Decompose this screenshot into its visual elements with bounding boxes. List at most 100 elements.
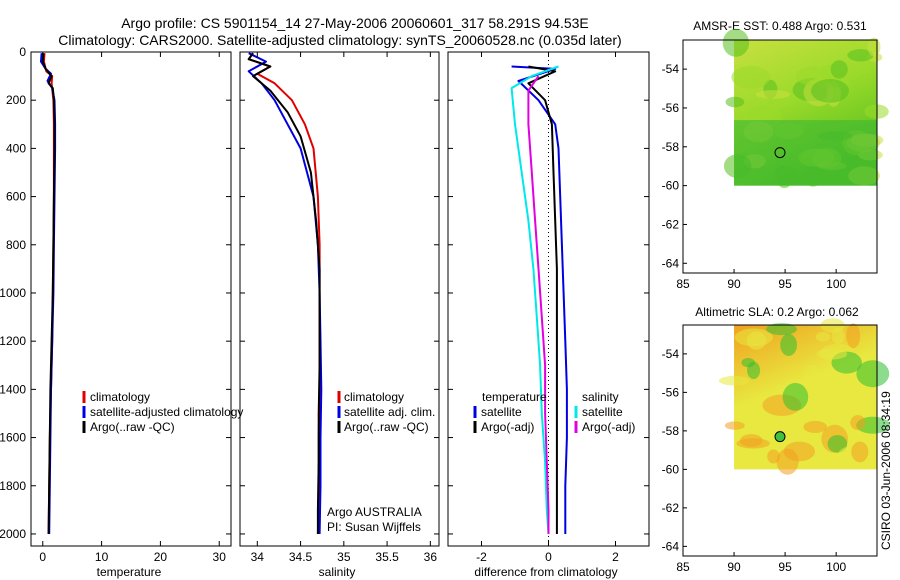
sla-field-blob bbox=[718, 375, 750, 386]
sla-map-title: Altimetric SLA: 0.2 Argo: 0.062 bbox=[695, 305, 859, 319]
sal-xtick-label: 36 bbox=[424, 550, 438, 564]
sla-field-blob bbox=[780, 333, 797, 356]
diff-xtick-label: -2 bbox=[476, 550, 487, 564]
temperature-xlabel: temperature bbox=[97, 565, 162, 579]
legend-label-climatology: climatology bbox=[344, 390, 404, 404]
depth-tick-label: 1200 bbox=[0, 334, 26, 348]
sla-profile-marker bbox=[774, 431, 786, 443]
legend-header-temperature: temperature bbox=[482, 390, 547, 404]
sal-series-0 bbox=[247, 52, 321, 535]
sst-ytick-label: -64 bbox=[662, 256, 680, 270]
sal-xtick-label: 34 bbox=[251, 550, 265, 564]
title-line-1: Argo profile: CS 5901154_14 27-May-2006 … bbox=[121, 15, 589, 31]
depth-tick-label: 800 bbox=[6, 238, 26, 252]
difference-legend: temperature satellite Argo(-adj) salinit… bbox=[473, 390, 635, 434]
pi-label: PI: Susan Wijffels bbox=[327, 520, 421, 534]
temperature-panel: 0 10 20 30 0 200 400 600 800 1000 1200 1400 1600 1800… bbox=[0, 45, 243, 579]
sst-ytick-label: -54 bbox=[662, 62, 680, 76]
sla-field-blob bbox=[827, 435, 848, 453]
depth-tick-label: 200 bbox=[6, 93, 26, 107]
sla-field-blob bbox=[856, 360, 890, 388]
sla-xtick-label: 85 bbox=[676, 560, 690, 574]
sla-field-blob bbox=[816, 348, 848, 360]
sla-ytick-label: -60 bbox=[662, 462, 680, 476]
temp-xtick-label: 20 bbox=[154, 550, 168, 564]
sst-field-blob bbox=[755, 90, 791, 99]
legend-label-satellite: satellite adj. clim. bbox=[344, 405, 435, 419]
temp-series-2 bbox=[41, 53, 56, 535]
sst-field-blob bbox=[722, 28, 750, 57]
depth-tick-label: 2000 bbox=[0, 527, 26, 541]
diff-xtick-label: 0 bbox=[545, 550, 552, 564]
sla-field-blob bbox=[736, 438, 770, 449]
depth-tick-label: 1600 bbox=[0, 431, 26, 445]
sst-xtick-label: 100 bbox=[826, 277, 846, 291]
legend-label-satellite: satellite-adjusted climatology bbox=[90, 405, 243, 419]
diff-series-3 bbox=[527, 75, 550, 534]
salinity-legend: climatology satellite adj. clim. Argo(..… bbox=[337, 390, 435, 434]
sst-field-blob bbox=[847, 49, 874, 62]
sst-ytick-label: -58 bbox=[662, 140, 680, 154]
sla-ytick-label: -56 bbox=[662, 385, 680, 399]
depth-tick-label: 1400 bbox=[0, 382, 26, 396]
sla-field-blob bbox=[767, 449, 780, 464]
sla-field-blob bbox=[766, 323, 797, 336]
sla-field-blob bbox=[776, 448, 799, 475]
sst-xtick-label: 95 bbox=[778, 277, 792, 291]
sst-xtick-label: 90 bbox=[727, 277, 741, 291]
temp-axes-frame bbox=[30, 51, 232, 547]
sla-xtick-label: 95 bbox=[778, 560, 792, 574]
sla-field-blob bbox=[825, 398, 843, 420]
depth-tick-label: 1000 bbox=[0, 286, 26, 300]
sla-field-blob bbox=[850, 415, 866, 431]
depth-tick-label: 1800 bbox=[0, 479, 26, 493]
difference-panel: -2 0 2 difference from climatology tempera… bbox=[447, 51, 650, 579]
temp-xtick-label: 0 bbox=[39, 550, 46, 564]
sla-field-blob bbox=[734, 328, 773, 347]
sla-field-blob bbox=[803, 420, 827, 433]
diff-axes-frame bbox=[447, 51, 650, 547]
legend-label-argo: Argo(..raw -QC) bbox=[90, 420, 175, 434]
temperature-legend: climatology satellite-adjusted climatolo… bbox=[82, 390, 243, 434]
sla-ytick-label: -64 bbox=[662, 539, 680, 553]
sst-map-panel: AMSR-E SST: 0.488 Argo: 0.531 85 90 95 100 -… bbox=[662, 19, 889, 291]
sst-ytick-label: -60 bbox=[662, 179, 680, 193]
legend-label-temp-satellite: satellite bbox=[481, 405, 522, 419]
sla-field-blob bbox=[803, 364, 821, 391]
salinity-panel: 34 34.5 35 35.5 36 salinity climatology sate… bbox=[239, 51, 440, 579]
sst-field-blob bbox=[731, 65, 771, 89]
sla-field-blob bbox=[782, 383, 809, 411]
sla-ytick-label: -54 bbox=[662, 347, 680, 361]
depth-tick-label: 0 bbox=[19, 45, 26, 59]
diff-series-1 bbox=[527, 65, 558, 534]
salinity-xlabel: salinity bbox=[319, 565, 356, 579]
sst-xtick-label: 85 bbox=[676, 277, 690, 291]
legend-header-salinity: salinity bbox=[582, 390, 619, 404]
legend-label-climatology: climatology bbox=[90, 390, 150, 404]
sst-ytick-label: -56 bbox=[662, 101, 680, 115]
sla-field-blob bbox=[724, 421, 745, 430]
sst-ytick-label: -62 bbox=[662, 217, 680, 231]
sla-field-blob bbox=[835, 375, 862, 397]
sst-axes-frame bbox=[682, 39, 878, 274]
legend-label-temp-argo: Argo(-adj) bbox=[481, 420, 534, 434]
temp-xtick-label: 30 bbox=[213, 550, 227, 564]
difference-xlabel: difference from climatology bbox=[474, 565, 617, 579]
sst-map-title: AMSR-E SST: 0.488 Argo: 0.531 bbox=[693, 19, 867, 33]
sla-field-blob bbox=[741, 358, 755, 368]
csiro-credit: CSIRO 03-Jun-2006 08:34:19 bbox=[879, 391, 893, 550]
sla-ytick-label: -62 bbox=[662, 501, 680, 515]
sst-field-blob bbox=[811, 79, 849, 103]
temp-xtick-label: 10 bbox=[95, 550, 109, 564]
sal-xtick-label: 35.5 bbox=[375, 550, 399, 564]
sal-axes-frame bbox=[239, 51, 440, 547]
sla-ytick-label: -58 bbox=[662, 424, 680, 438]
legend-label-sal-argo: Argo(-adj) bbox=[582, 420, 635, 434]
legend-label-sal-satellite: satellite bbox=[582, 405, 623, 419]
sla-axes-frame bbox=[682, 324, 878, 557]
sla-field-blob bbox=[831, 327, 845, 345]
depth-tick-label: 600 bbox=[6, 190, 26, 204]
sst-field-blob bbox=[830, 60, 848, 79]
institution-label: Argo AUSTRALIA bbox=[327, 505, 422, 519]
